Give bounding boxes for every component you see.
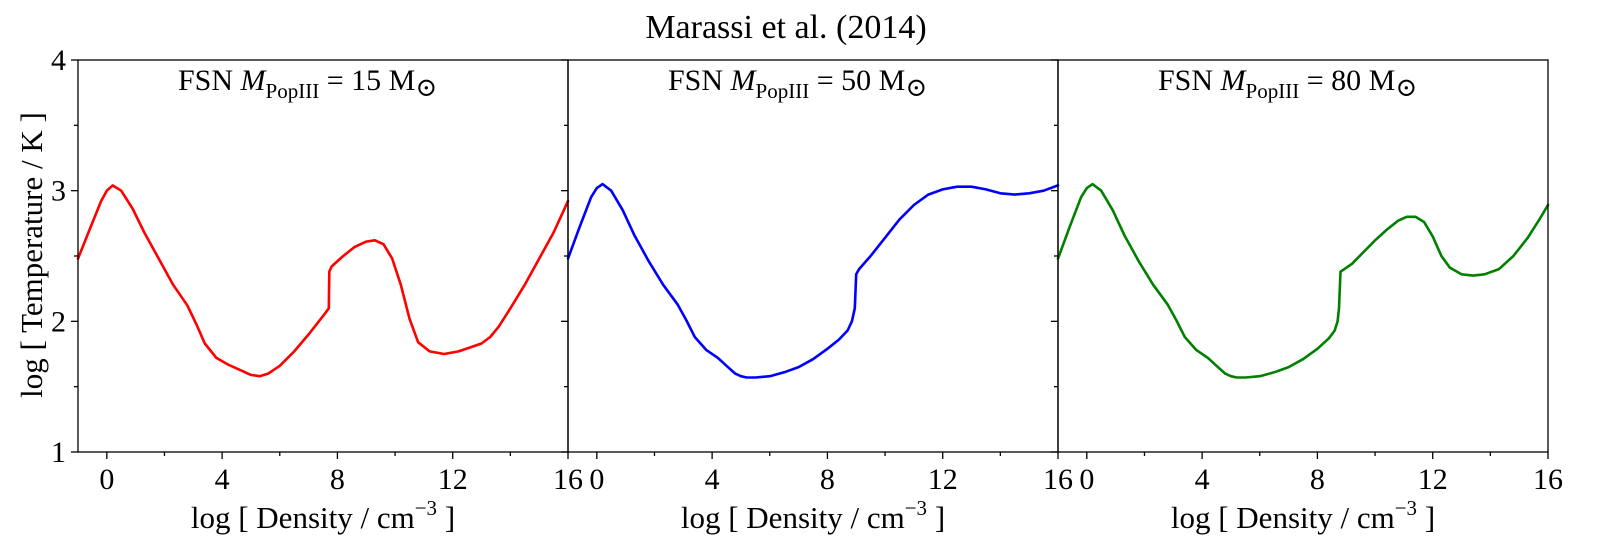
annotation-variable: M <box>1220 64 1248 97</box>
y-tick-label: 1 <box>51 436 66 469</box>
x-axis-label-end: ] <box>927 500 945 535</box>
y-tick-label: 2 <box>51 305 66 338</box>
x-axis-label: log [ Density / cm−3 ] <box>681 496 945 535</box>
y-tick-label: 4 <box>51 44 66 77</box>
annotation-subscript: PopIII <box>1246 79 1300 103</box>
x-axis-label-exponent: −3 <box>415 496 437 520</box>
x-tick-label: 12 <box>928 463 958 496</box>
axes-frame <box>567 59 1059 453</box>
x-tick-label: 12 <box>1418 463 1448 496</box>
annotation-subscript: PopIII <box>756 79 810 103</box>
x-axis-label-main: log [ Density / cm <box>191 500 415 535</box>
annotation-variable: M <box>240 64 268 97</box>
panel-annotation: FSN MPopIII = 80 M⊙ <box>1158 64 1417 103</box>
x-tick-label: 12 <box>438 463 468 496</box>
panel-3: 0 4 8 12 16 log [ Density / cm−3 ] FSN MPopIII… <box>1051 59 1563 535</box>
x-axis-label-main: log [ Density / cm <box>681 500 905 535</box>
x-tick-label: 8 <box>1310 463 1325 496</box>
x-tick-label: 4 <box>215 463 230 496</box>
x-axis-label-end: ] <box>437 500 455 535</box>
annotation-prefix: FSN <box>668 64 731 97</box>
y-axis-label: log [ Temperature / K ] <box>14 112 49 398</box>
x-tick-label: 16 <box>553 463 583 496</box>
annotation-prefix: FSN <box>1158 64 1221 97</box>
figure-title: Marassi et al. (2014) <box>645 9 926 46</box>
annotation-variable: M <box>730 64 758 97</box>
annotation-value: = 50 M <box>809 64 905 97</box>
x-tick-label: 0 <box>1079 463 1094 496</box>
axes-frame <box>77 59 569 453</box>
x-tick-label: 0 <box>99 463 114 496</box>
x-axis-label-end: ] <box>1417 500 1435 535</box>
annotation-value: = 80 M <box>1299 64 1395 97</box>
x-tick-label: 8 <box>820 463 835 496</box>
x-tick-label: 16 <box>1043 463 1073 496</box>
panel-annotation: FSN MPopIII = 15 M⊙ <box>178 64 437 103</box>
x-axis-label: log [ Density / cm−3 ] <box>191 496 455 535</box>
sun-symbol-icon: ⊙ <box>415 73 437 102</box>
axes-frame <box>1057 59 1549 453</box>
x-axis-label: log [ Density / cm−3 ] <box>1171 496 1435 535</box>
series-line <box>76 184 570 378</box>
sun-symbol-icon: ⊙ <box>1395 73 1417 102</box>
panel-annotation: FSN MPopIII = 50 M⊙ <box>668 64 927 103</box>
sun-symbol-icon: ⊙ <box>905 73 927 102</box>
x-axis-label-main: log [ Density / cm <box>1171 500 1395 535</box>
panel-2: 0 4 8 12 16 log [ Density / cm−3 ] FSN MPopIII… <box>561 59 1073 535</box>
annotation-value: = 15 M <box>319 64 415 97</box>
annotation-subscript: PopIII <box>266 79 320 103</box>
series-line <box>566 182 1060 379</box>
x-axis-label-exponent: −3 <box>1395 496 1417 520</box>
y-tick-label: 3 <box>51 175 66 208</box>
x-tick-label: 4 <box>1195 463 1210 496</box>
x-tick-label: 16 <box>1533 463 1563 496</box>
x-axis-label-exponent: −3 <box>905 496 927 520</box>
x-tick-label: 0 <box>589 463 604 496</box>
x-tick-label: 4 <box>705 463 720 496</box>
series-line <box>1056 182 1550 379</box>
annotation-prefix: FSN <box>178 64 241 97</box>
x-tick-label: 8 <box>330 463 345 496</box>
